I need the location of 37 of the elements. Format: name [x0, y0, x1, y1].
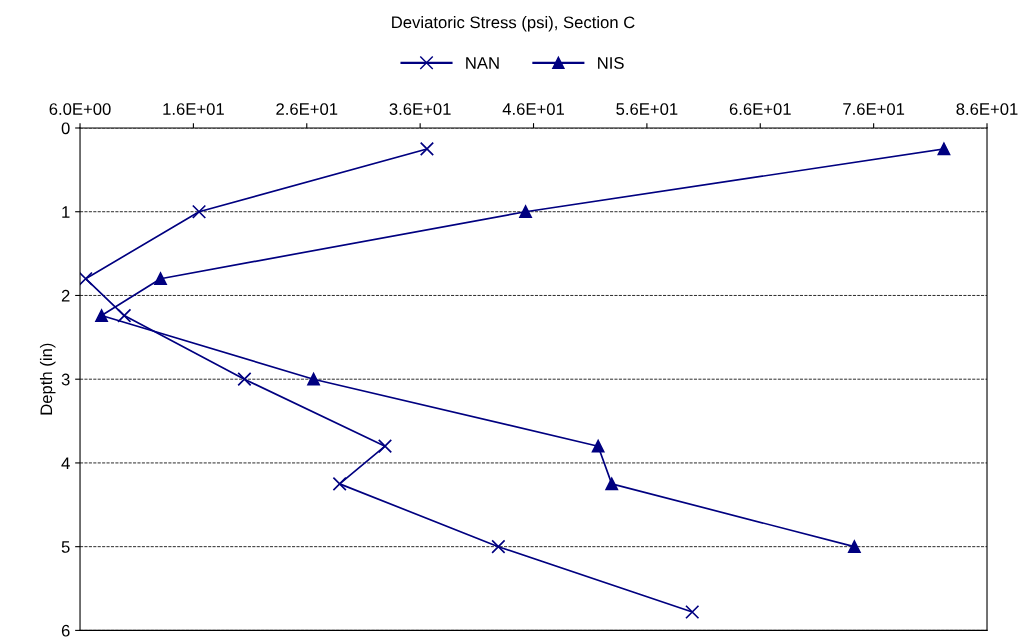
y-axis-title: Depth (in) — [39, 343, 56, 415]
x-tick-label: 7.6E+01 — [843, 103, 905, 115]
point — [237, 372, 252, 387]
y-tick-label: 5 — [61, 541, 70, 553]
y-tick-label: 3 — [61, 373, 70, 386]
point — [847, 540, 861, 554]
x-tick-label: 2.6E+01 — [276, 103, 338, 115]
y-tick-label: 2 — [61, 289, 70, 302]
point — [937, 142, 951, 156]
point — [80, 271, 93, 286]
x-tick-label: 5.6E+01 — [616, 103, 678, 115]
legend-label: NAN — [466, 57, 499, 69]
legend-label: NIS — [598, 57, 624, 69]
point — [95, 309, 108, 322]
point — [685, 604, 700, 620]
y-tick-label: 6 — [61, 624, 70, 637]
point — [377, 439, 393, 454]
x-tick-label: 4.6E+01 — [502, 103, 564, 115]
y-tick-label: 1 — [62, 206, 70, 218]
chart-title: Deviatoric Stress (psi), Section C — [392, 16, 635, 32]
point — [491, 539, 506, 554]
x-tick-label: 6.6E+01 — [729, 103, 791, 115]
x-tick-label: 1.6E+01 — [163, 103, 224, 115]
point — [591, 439, 605, 453]
point — [117, 308, 132, 323]
point — [154, 272, 167, 286]
point — [419, 141, 435, 157]
point — [307, 372, 320, 386]
point — [191, 204, 207, 219]
point — [519, 205, 532, 219]
point — [332, 476, 347, 491]
x-tick-label: 8.6E+01 — [956, 103, 1018, 115]
y-tick-label: 4 — [61, 457, 70, 469]
x-tick-label: 6.0E+00 — [49, 103, 111, 115]
point — [605, 477, 619, 491]
x-tick-label: 3.6E+01 — [389, 103, 451, 115]
y-tick-label: 0 — [61, 122, 70, 135]
